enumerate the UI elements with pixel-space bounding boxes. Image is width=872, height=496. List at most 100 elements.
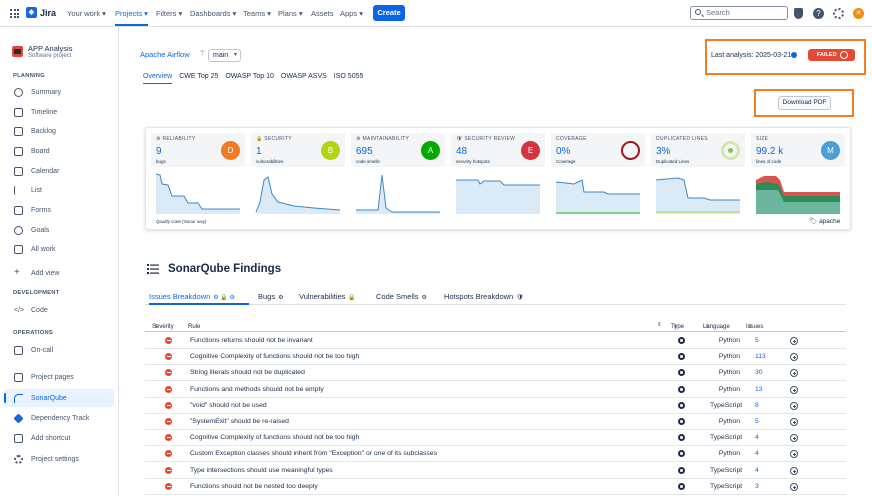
expand-icon[interactable] [790,466,798,475]
table-row[interactable]: "void" should not be used TypeScript 8 [145,398,846,414]
issue-count[interactable]: 5 [755,418,759,425]
expand-icon[interactable] [790,353,798,362]
table-row[interactable]: Functions and methods should not be empt… [145,382,846,398]
issue-count[interactable]: 4 [755,466,759,474]
avatar[interactable]: ✕ [853,8,864,19]
sidebar-item-sonarqube[interactable]: SonarQube [4,389,114,407]
expand-icon[interactable] [790,369,798,378]
nav-projects[interactable]: Projects ▾ [115,9,148,26]
tab-owasp-top-10[interactable]: OWASP Top 10 [225,73,274,80]
sidebar-item-on-call[interactable]: On-call [4,341,114,359]
metric-card-duplicated-lines[interactable]: DUPLICATED LINES 3% Duplicated Lines [651,133,745,167]
issue-count[interactable]: 5 [755,337,759,344]
rule-name: Type intersections should use meaningful… [190,466,333,474]
sidebar-item-backlog[interactable]: Backlog [4,122,114,140]
sidebar-item-project-settings[interactable]: Project settings [4,450,114,468]
project-header[interactable]: APP Analysis Software project [12,44,72,59]
help-icon[interactable]: ? [813,8,824,19]
metric-card-size[interactable]: SIZE 99.2 k lines of code M [751,133,845,167]
sidebar-item-timeline[interactable]: Timeline [4,103,114,121]
issue-count[interactable]: 30 [755,369,763,377]
sidebar-item-project-pages[interactable]: Project pages [4,368,114,386]
notifications-icon[interactable] [794,8,803,19]
tab-overview[interactable]: Overview [143,73,173,84]
tab-hotspots-breakdown[interactable]: Hotspots Breakdown 🛡 [444,292,524,301]
language: Python [718,418,740,425]
issue-count[interactable]: 113 [755,353,766,361]
expand-icon[interactable] [790,482,798,491]
table-row[interactable]: Type intersections should use meaningful… [145,463,846,479]
nav-your-work[interactable]: Your work ▾ [67,9,106,18]
issue-count[interactable]: 13 [755,385,763,393]
sidebar-item-all-work[interactable]: All work [4,240,114,258]
sidebar-item-list[interactable]: List [4,181,114,199]
nav-filters[interactable]: Filters ▾ [156,9,183,18]
sidebar-item-forms[interactable]: Forms [4,201,114,219]
tag-label[interactable]: 🏷 apache [809,218,841,225]
metric-card-security[interactable]: 🔒 SECURITY 1 vulnerabilities B [251,133,345,167]
tab-code-smells[interactable]: Code Smells ⚙ [376,292,427,301]
sidebar-item-code[interactable]: </> Code [14,306,48,314]
create-button[interactable]: Create [373,5,405,21]
nav-teams[interactable]: Teams ▾ [243,9,271,18]
table-row[interactable]: String literals should not be duplicated… [145,365,846,382]
rule-sort-icon[interactable]: ⇕ [657,322,662,328]
tab-bugs[interactable]: Bugs ⚙ [258,292,284,301]
type-icon [678,353,685,361]
rule-name: String literals should not be duplicated [190,369,305,377]
grade-badge: A [421,141,440,160]
search-input[interactable]: Search [690,6,788,20]
app-switcher-icon[interactable] [10,9,19,18]
sidebar-item-calendar[interactable]: Calendar [4,162,114,180]
branch-select[interactable]: main [208,49,241,62]
issue-count[interactable]: 3 [755,482,759,490]
jira-logo[interactable]: ◆ Jira [26,7,56,18]
expand-icon[interactable] [790,434,798,443]
table-row[interactable]: Cognitive Complexity of functions should… [145,349,846,366]
metric-card-security-review[interactable]: 🛡 SECURITY REVIEW 48 security hotspots E [451,133,545,167]
settings-gear-icon[interactable] [833,8,844,19]
tab-issues-breakdown[interactable]: Issues Breakdown ⚙ 🔒 ⚙ [149,292,235,301]
sidebar-item-summary[interactable]: Summary [4,83,114,101]
table-row[interactable]: Functions should not be nested too deepl… [145,479,846,495]
metric-card-coverage[interactable]: COVERAGE 0% Coverage [551,133,645,167]
nav-dashboards[interactable]: Dashboards ▾ [190,9,237,18]
branch-icon: ᛘ [200,49,205,58]
table-row[interactable]: Custom Exception classes should inherit … [145,446,846,463]
tab-iso-5055[interactable]: ISO 5055 [333,73,364,80]
issue-count[interactable]: 4 [755,450,759,458]
expand-icon[interactable] [790,337,798,345]
metric-value: 99.2 k [756,146,784,157]
sidebar-item-goals[interactable]: Goals [4,221,114,239]
metric-label: 🔒 SECURITY [256,136,292,142]
table-row[interactable]: "SystemExit" should be re-raised Python 5 [145,414,846,430]
expand-icon[interactable] [790,418,798,426]
expand-icon[interactable] [790,450,798,459]
repo-link[interactable]: Apache Airflow [140,50,190,59]
sidebar-item-dependency-track[interactable]: Dependency Track [4,409,114,427]
issue-count[interactable]: 4 [755,434,759,442]
nav-apps[interactable]: Apps ▾ [340,9,363,18]
metric-card-reliability[interactable]: ⚙ RELIABILITY 9 bugs D [151,133,245,167]
tab-vulnerabilities[interactable]: Vulnerabilities 🔒 [299,292,356,301]
tab-owasp-asvs[interactable]: OWASP ASVS [280,73,327,80]
sidebar-item-add-shortcut[interactable]: Add shortcut [4,429,114,447]
project-name: APP Analysis [28,44,73,53]
download-pdf-button[interactable]: Download PDF [778,96,831,110]
info-icon[interactable] [791,52,797,58]
table-row[interactable]: Cognitive Complexity of functions should… [145,430,846,447]
issue-count[interactable]: 8 [755,401,759,409]
severity-icon [165,466,172,474]
tab-cwe-top-25[interactable]: CWE Top 25 [179,73,219,80]
type-icon [678,482,685,490]
metric-card-maintainability[interactable]: ⚙ MAINTAINABILITY 695 code smells A [351,133,445,167]
sidebar-item-add-view[interactable]: + Add view [14,266,60,278]
sidebar-item-board[interactable]: Board [4,142,114,160]
rule-name: Functions and methods should not be empt… [190,385,324,393]
nav-assets[interactable]: Assets [311,9,334,18]
expand-icon[interactable] [790,401,798,410]
table-row[interactable]: Functions returns should not be invarian… [145,333,846,349]
expand-icon[interactable] [790,385,798,394]
severity-icon [165,482,172,490]
nav-plans[interactable]: Plans ▾ [278,9,303,18]
